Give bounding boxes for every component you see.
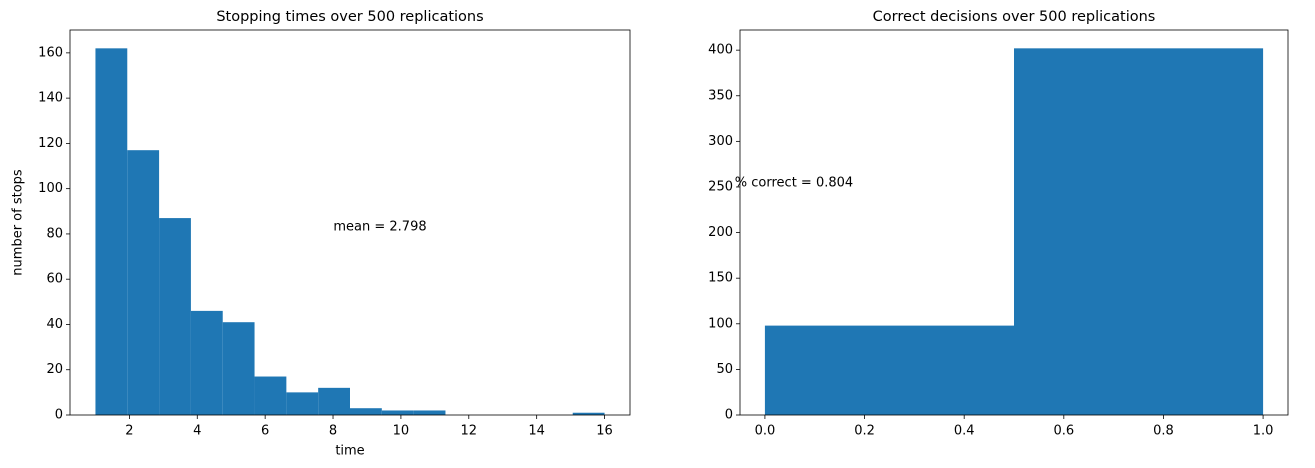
bar [413, 410, 446, 415]
y-tick-label: 0 [725, 408, 733, 423]
y-tick-label: 20 [46, 362, 63, 377]
bar [127, 150, 160, 415]
y-tick-label: 300 [708, 134, 733, 149]
y-axis-label: number of stops [11, 169, 26, 276]
y-tick-label: 40 [46, 317, 63, 332]
x-tick-label: 0.8 [1153, 424, 1174, 439]
x-tick-label: 0.2 [854, 424, 875, 439]
y-tick-label: 60 [46, 272, 63, 287]
bar [381, 410, 414, 415]
y-tick-label: 400 [708, 43, 733, 58]
x-tick-label: 16 [596, 424, 613, 439]
y-tick-label: 150 [708, 271, 733, 286]
bar [1014, 48, 1264, 415]
y-tick-label: 100 [38, 181, 63, 196]
y-tick-label: 100 [708, 316, 733, 331]
y-tick-label: 250 [708, 179, 733, 194]
bar [286, 392, 319, 415]
bar [159, 218, 191, 415]
y-tick-label: 200 [708, 225, 733, 240]
chart-title: Correct decisions over 500 replications [873, 9, 1156, 25]
bar [222, 322, 255, 415]
x-tick-label: 1.0 [1253, 424, 1274, 439]
bar [572, 412, 605, 415]
x-tick-label: 0.0 [755, 424, 776, 439]
x-tick-label: 4 [193, 424, 201, 439]
annotation: mean = 2.798 [333, 220, 426, 235]
bar [254, 376, 287, 415]
y-tick-label: 120 [38, 136, 63, 151]
x-axis-label: time [335, 444, 364, 459]
axes-frame [69, 29, 631, 416]
x-tick-label: 2 [125, 424, 133, 439]
bar [190, 310, 223, 415]
x-tick-label: 8 [329, 424, 337, 439]
axes-frame [739, 29, 1289, 416]
bar [95, 48, 128, 415]
bar [764, 325, 1014, 415]
annotation: % correct = 0.804 [735, 176, 853, 191]
y-tick-label: 140 [38, 91, 63, 106]
x-tick-label: 14 [528, 424, 545, 439]
y-tick-label: 160 [38, 45, 63, 60]
x-tick-label: 12 [461, 424, 478, 439]
x-tick-label: 10 [393, 424, 410, 439]
y-tick-label: 350 [708, 88, 733, 103]
y-tick-label: 50 [716, 362, 733, 377]
bar [350, 408, 382, 415]
x-tick-label: 0.6 [1053, 424, 1074, 439]
y-tick-label: 0 [55, 408, 63, 423]
bar [318, 387, 350, 415]
x-tick-label: 6 [261, 424, 269, 439]
x-tick-label: 0.4 [954, 424, 975, 439]
chart-title: Stopping times over 500 replications [216, 9, 483, 25]
y-tick-label: 80 [46, 226, 63, 241]
